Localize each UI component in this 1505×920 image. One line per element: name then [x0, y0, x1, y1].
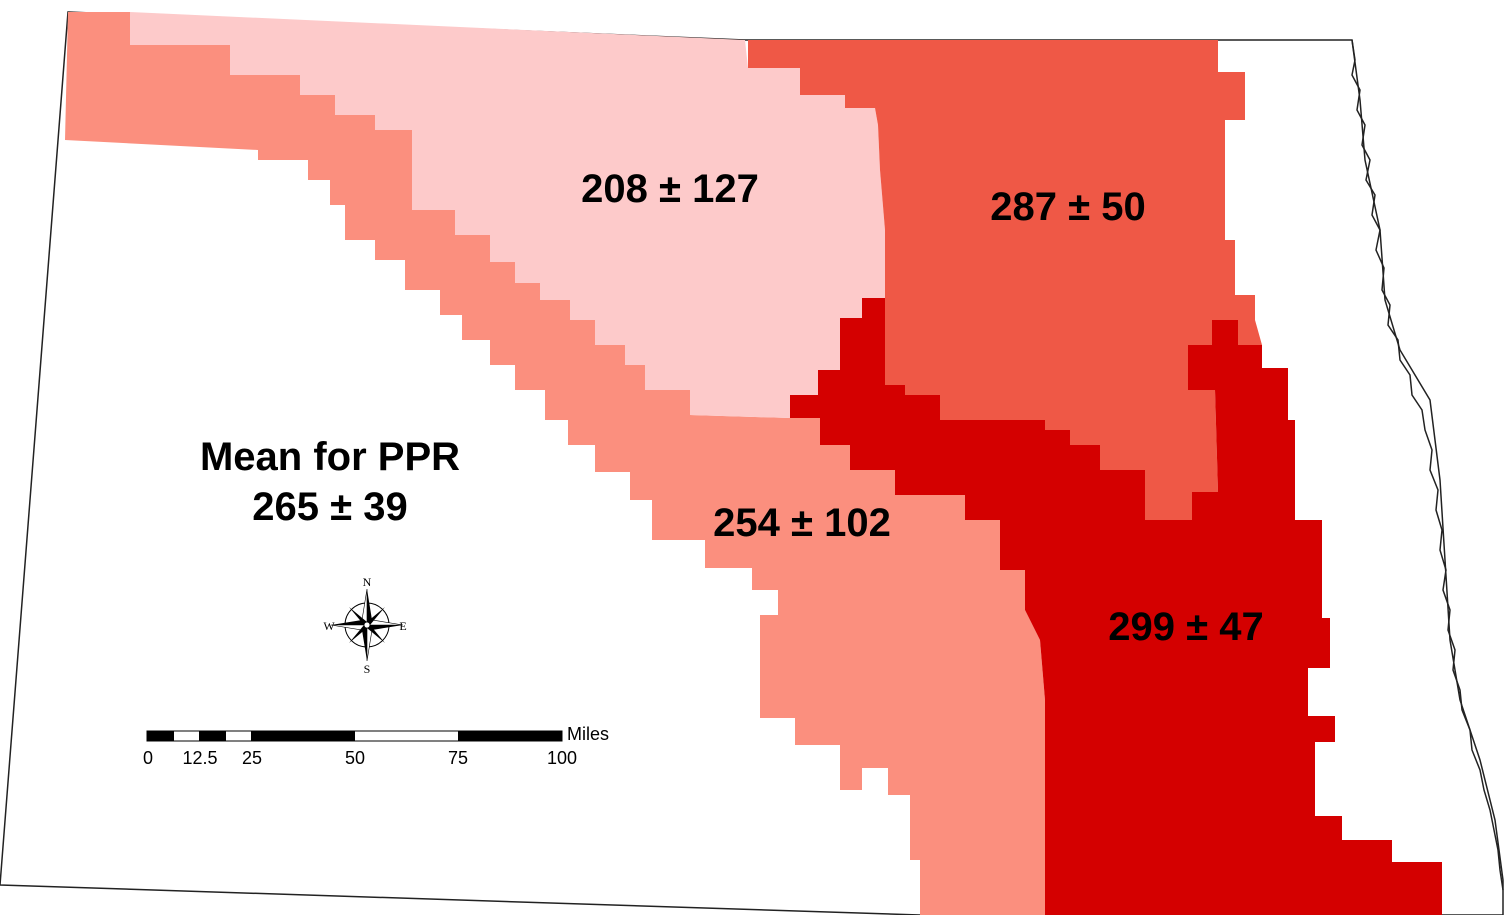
compass-s-label: S	[364, 662, 371, 676]
scale-tick-75: 75	[448, 748, 468, 768]
region-254[interactable]	[65, 12, 1045, 915]
region-287[interactable]	[748, 40, 1262, 520]
scale-unit-label: Miles	[567, 724, 609, 744]
compass-rose-icon: N S E W	[323, 575, 406, 676]
scale-tick-0: 0	[143, 748, 153, 768]
summary-value: 265 ± 39	[252, 485, 407, 529]
compass-w-label: W	[323, 619, 335, 633]
region-label-299: 299 ± 47	[1108, 605, 1263, 649]
region-label-287: 287 ± 50	[990, 185, 1145, 229]
scale-tick-50: 50	[345, 748, 365, 768]
compass-n-label: N	[363, 575, 372, 589]
region-208[interactable]	[130, 12, 885, 418]
region-label-254: 254 ± 102	[713, 501, 891, 545]
scale-tick-12-5: 12.5	[182, 748, 217, 768]
compass-e-label: E	[399, 619, 406, 633]
scale-tick-25: 25	[242, 748, 262, 768]
eastern-border-river	[1351, 39, 1504, 891]
region-label-208: 208 ± 127	[581, 167, 759, 211]
region-299[interactable]	[790, 298, 1442, 915]
summary-title: Mean for PPR	[200, 435, 460, 479]
scale-tick-100: 100	[547, 748, 577, 768]
scale-bar: Miles 0 12.5 25 50 75 100	[143, 724, 609, 768]
